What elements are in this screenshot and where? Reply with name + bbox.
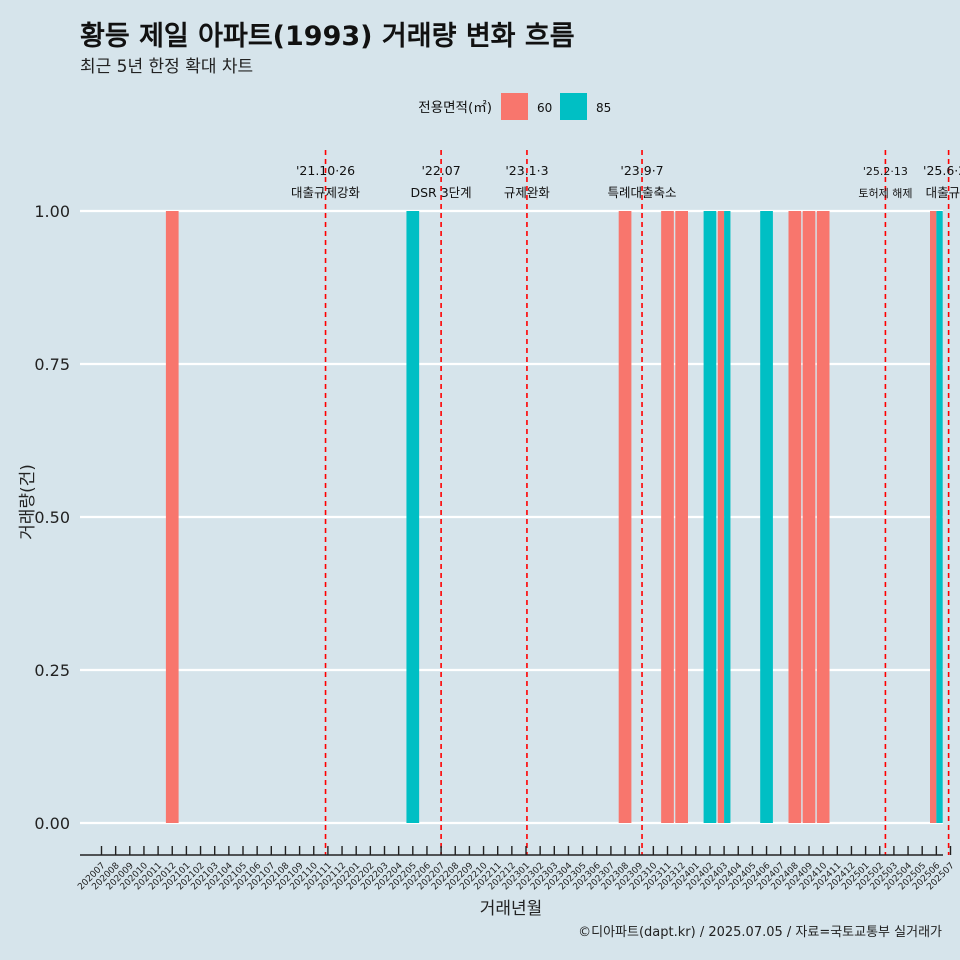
event-label-text: 토허제 해제: [858, 186, 912, 200]
bar-60-202312: [675, 211, 688, 823]
y-tick-label: 0.25: [34, 661, 70, 680]
event-label-text: 대출규제: [926, 185, 960, 200]
event-label-text: 특례대출축소: [608, 185, 677, 200]
event-label-text: 규제완화: [504, 185, 551, 200]
bar-85-202506: [936, 211, 943, 823]
bar-85-202402: [703, 211, 717, 823]
y-tick-label: 0.75: [34, 355, 70, 374]
legend-label-85: 85: [596, 101, 611, 115]
legend-label-60: 60: [537, 101, 552, 115]
event-label-text: 대출규제강화: [291, 185, 361, 200]
bar-85-202403: [724, 211, 731, 823]
event-label-date: '25.6·27: [923, 163, 960, 178]
chart-title: 황등 제일 아파트(1993) 거래량 변화 흐름: [80, 21, 575, 52]
bar-85-202205: [406, 211, 420, 823]
x-axis-title: 거래년월: [480, 899, 543, 919]
bar-60-202308: [618, 211, 632, 823]
bar-60-202410: [816, 211, 830, 823]
source-caption: ©디아파트(dapt.kr) / 2025.07.05 / 자료=국토교통부 실…: [578, 925, 942, 940]
event-label-date: '23.9·7: [620, 163, 663, 178]
bar-60-202409: [802, 211, 816, 823]
legend-swatch-60: [501, 93, 528, 120]
y-tick-label: 1.00: [34, 202, 70, 221]
legend-swatch-85: [560, 93, 587, 120]
event-label-date: '22.07: [421, 163, 460, 178]
event-label-date: '21.10·26: [296, 163, 355, 178]
y-axis-title: 거래량(건): [18, 464, 38, 540]
bar-60-202012: [165, 211, 179, 823]
bar-60-202408: [788, 211, 802, 823]
event-label-date: '25.2·13: [863, 165, 908, 178]
event-label-date: '23.1·3: [505, 163, 548, 178]
bar-85-202406: [760, 211, 773, 823]
y-tick-label: 0.50: [34, 508, 70, 527]
legend-title: 전용면적(㎡): [418, 100, 492, 116]
chart-subtitle: 최근 5년 한정 확대 차트: [80, 57, 254, 77]
bar-60-202403: [717, 211, 725, 823]
y-tick-label: 0.00: [34, 814, 70, 833]
bar-60-202506: [930, 211, 937, 823]
bar-60-202311: [661, 211, 674, 823]
event-label-text: DSR 3단계: [411, 185, 472, 200]
